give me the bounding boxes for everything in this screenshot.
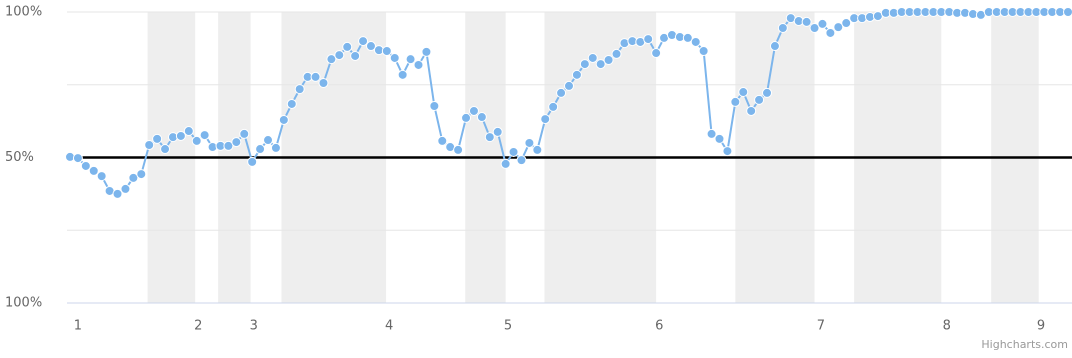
point <box>263 135 274 146</box>
point <box>690 36 701 47</box>
point <box>358 36 369 47</box>
point <box>809 23 820 34</box>
point <box>397 69 408 80</box>
point <box>825 27 836 38</box>
point <box>524 137 535 148</box>
point <box>461 112 472 123</box>
y-tick-label: 50% <box>5 150 34 165</box>
point <box>777 23 788 34</box>
point <box>175 130 186 141</box>
point <box>342 41 353 52</box>
point <box>160 144 171 155</box>
point <box>714 133 725 144</box>
point <box>223 140 234 151</box>
point <box>239 128 250 139</box>
point <box>769 41 780 52</box>
point <box>833 22 844 33</box>
point <box>365 41 376 52</box>
point <box>88 165 99 176</box>
point <box>72 153 83 164</box>
point <box>136 169 147 180</box>
point <box>579 59 590 70</box>
point <box>706 128 717 139</box>
x-tick-label: 2 <box>194 319 202 334</box>
point <box>587 52 598 63</box>
point <box>389 52 400 63</box>
x-tick-label: 7 <box>817 319 825 334</box>
point <box>603 55 614 66</box>
point <box>1063 7 1072 17</box>
point <box>540 114 551 125</box>
point <box>484 132 495 143</box>
point <box>801 16 812 27</box>
point <box>334 50 345 61</box>
point <box>492 126 503 137</box>
point <box>270 142 281 153</box>
point <box>326 54 337 65</box>
point <box>191 135 202 146</box>
point <box>294 84 305 95</box>
point <box>730 96 741 107</box>
point <box>278 114 289 125</box>
point <box>564 80 574 91</box>
x-tick-label: 8 <box>943 319 951 334</box>
point <box>722 146 733 157</box>
point <box>120 183 131 194</box>
point <box>437 135 448 146</box>
point <box>413 59 424 70</box>
point <box>516 155 527 166</box>
x-tick-label: 3 <box>250 319 258 334</box>
credits: Highcharts.com <box>981 338 1068 351</box>
x-tick-label: 4 <box>385 319 393 334</box>
point <box>453 144 464 155</box>
point <box>429 100 440 111</box>
point <box>405 54 416 65</box>
point <box>231 137 242 148</box>
point <box>508 146 519 157</box>
point <box>556 87 567 98</box>
point <box>350 50 361 61</box>
point <box>183 126 194 137</box>
point <box>112 188 123 199</box>
x-tick-label: 5 <box>504 319 512 334</box>
y-tick-label: 100% <box>5 296 42 311</box>
point <box>754 94 765 105</box>
point <box>286 98 297 109</box>
point <box>532 144 543 155</box>
point <box>698 45 709 56</box>
point <box>468 105 479 116</box>
point <box>476 112 487 123</box>
point <box>381 45 392 56</box>
point <box>80 160 91 171</box>
point <box>310 71 321 82</box>
point <box>682 32 693 43</box>
x-tick-label: 6 <box>655 319 663 334</box>
x-tick-label: 1 <box>74 319 82 334</box>
y-tick-label: 100% <box>5 5 42 20</box>
point <box>128 172 139 183</box>
point <box>144 139 155 150</box>
point <box>595 59 606 70</box>
point <box>651 48 662 59</box>
point <box>571 69 582 80</box>
point <box>152 133 163 144</box>
point <box>255 144 266 155</box>
point <box>421 46 432 57</box>
point <box>318 78 329 89</box>
point <box>611 48 622 59</box>
point <box>96 171 107 182</box>
point <box>746 105 757 116</box>
point <box>643 34 654 45</box>
point <box>199 130 210 141</box>
point <box>762 87 773 98</box>
point <box>817 18 828 29</box>
point <box>500 158 511 169</box>
point <box>247 156 258 167</box>
point <box>738 87 749 98</box>
point <box>548 101 559 112</box>
point <box>841 18 852 29</box>
x-tick-label: 9 <box>1037 319 1045 334</box>
